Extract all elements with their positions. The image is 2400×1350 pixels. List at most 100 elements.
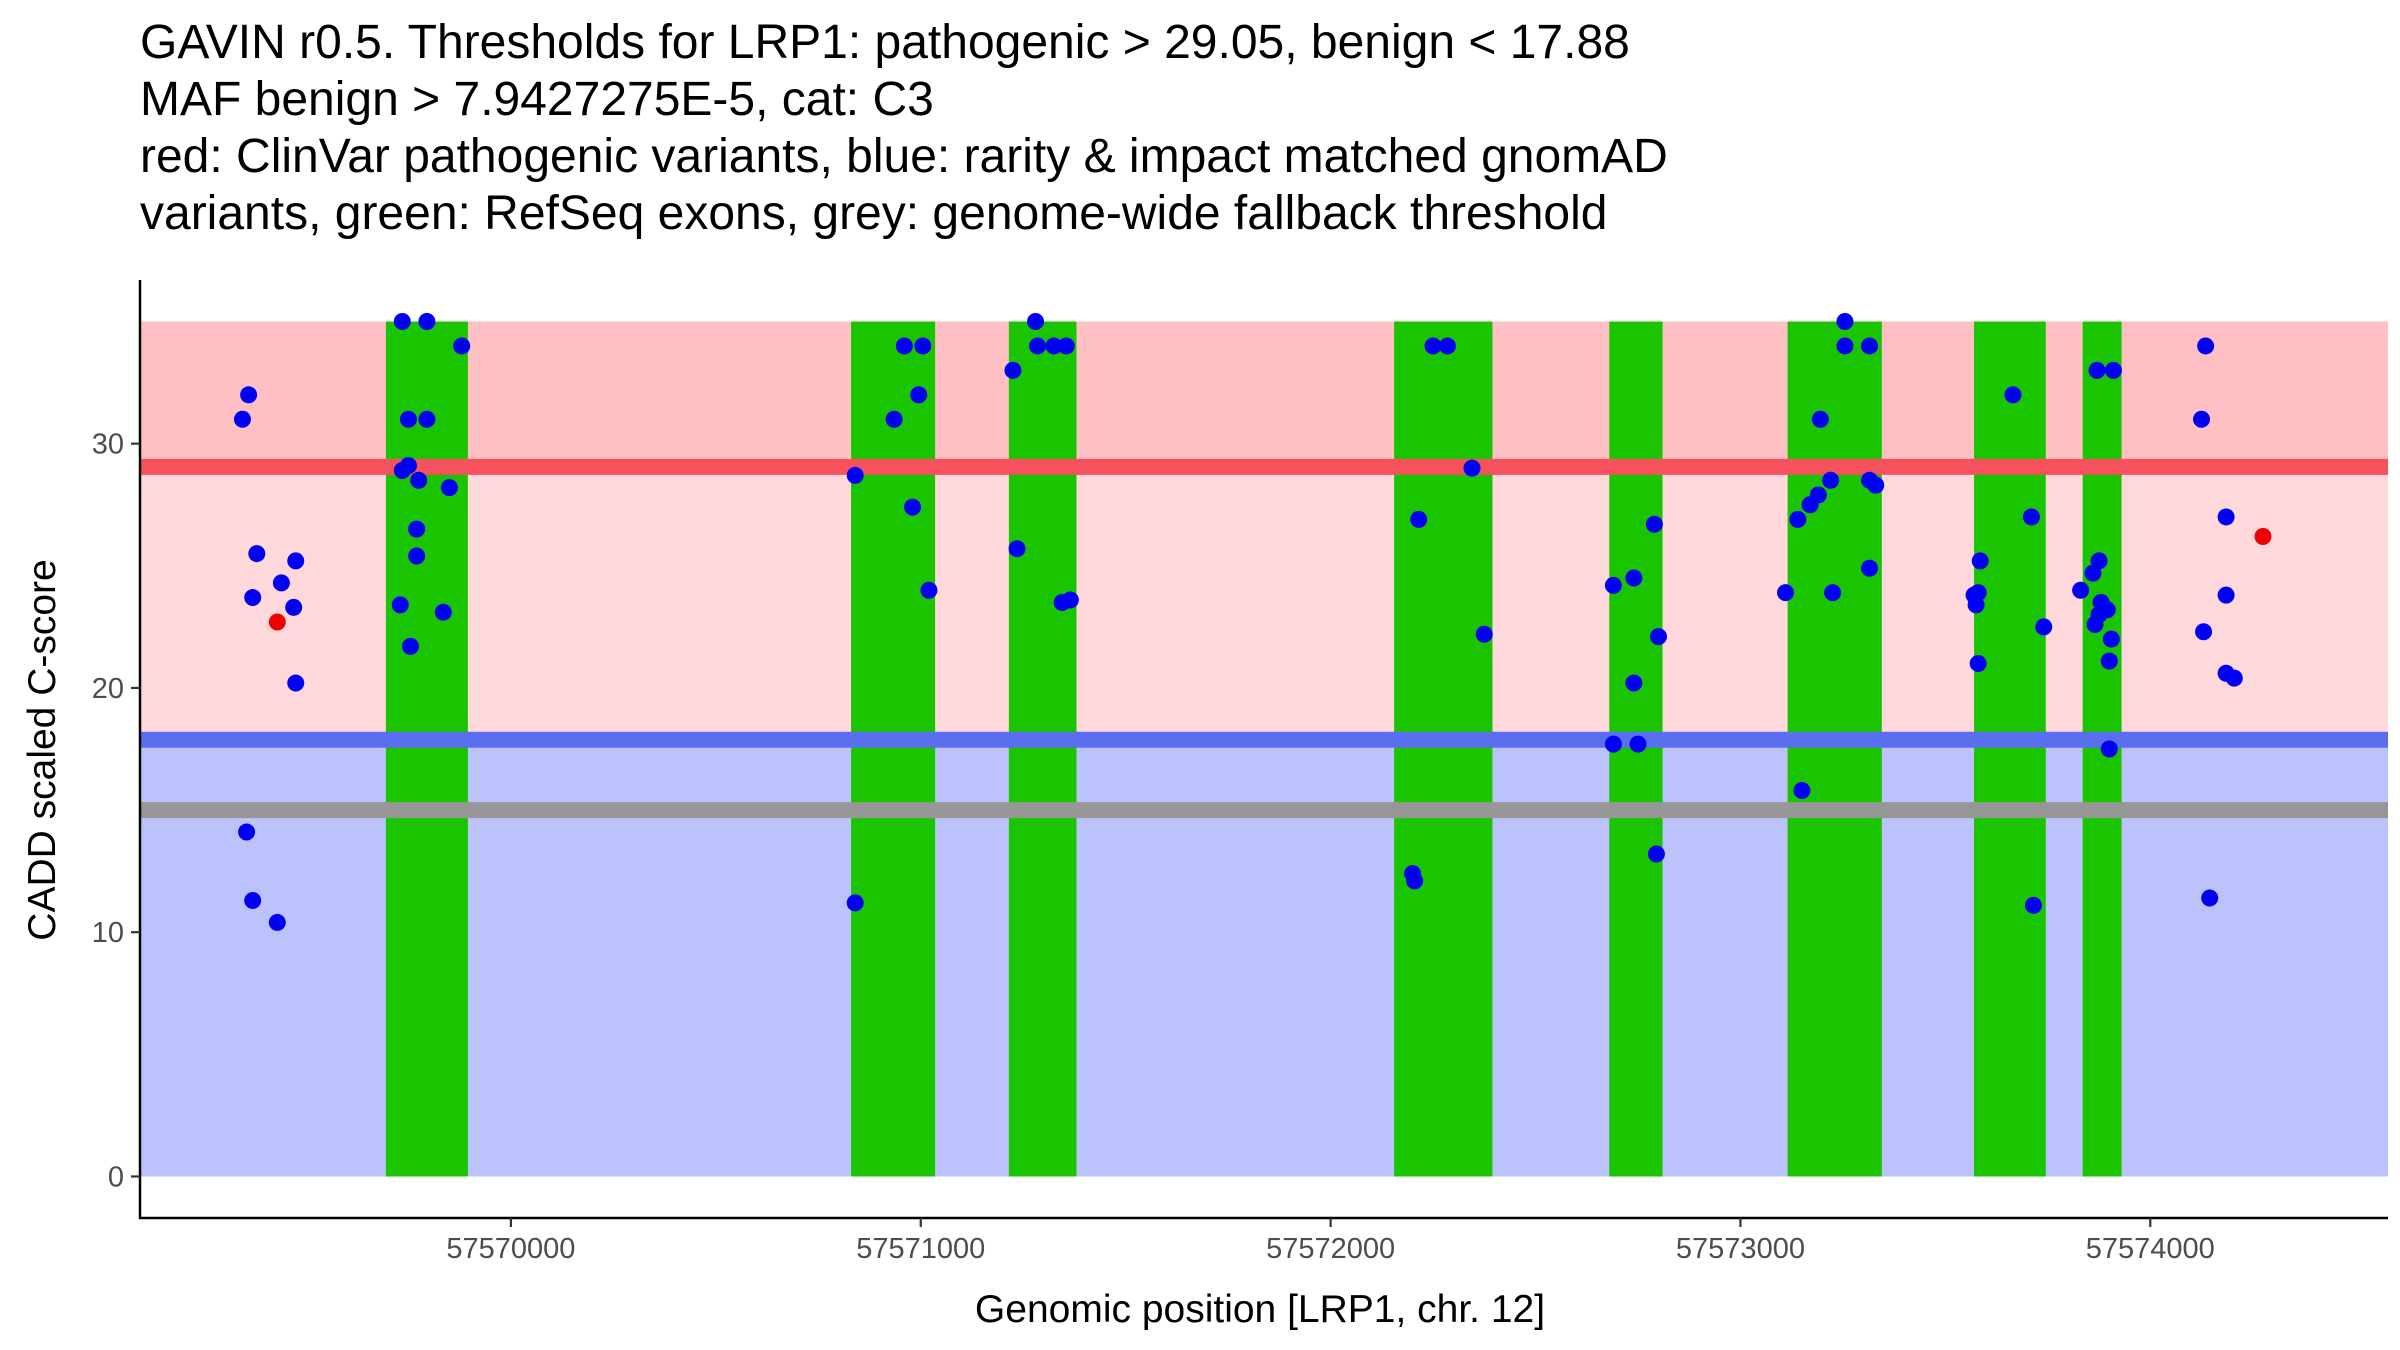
gnomad-variant-point [1645,515,1663,533]
y-tick-label: 10 [92,917,124,949]
variant-points [233,313,2272,931]
gnomad-variant-point [268,913,286,931]
threshold-bands [140,321,2388,1177]
exon-bar [1008,321,1077,1177]
gnomad-variant-point [1793,782,1811,800]
gnomad-variant-point [1969,655,1987,673]
gnomad-variant-point [1604,576,1622,594]
gnomad-variant-point [1967,596,1985,614]
gnomad-variant-point [1647,845,1665,863]
gnomad-variant-point [1822,471,1840,489]
gnomad-variant-point [1789,510,1807,528]
gnomad-variant-point [401,637,419,655]
gnomad-variant-point [2197,337,2215,355]
gnomad-variant-point [1057,337,1075,355]
exon-bar [1394,321,1493,1177]
title-line-4: variants, green: RefSeq exons, grey: gen… [140,187,1608,240]
gnomad-variant-point [1463,459,1481,477]
gnomad-variant-point [2100,740,2118,758]
gnomad-variant-point [233,410,251,428]
y-tick-label: 30 [92,429,124,461]
gnomad-variant-point [1811,410,1829,428]
gnomad-variant-point [1861,337,1879,355]
clinvar-variant-point [2254,527,2272,545]
gnomad-variant-point [399,457,417,475]
gnomad-variant-point [440,479,458,497]
gnomad-variant-point [2102,630,2120,648]
gnomad-variant-point [1045,337,1063,355]
gnomad-variant-point [248,545,266,563]
gnomad-variant-point [1861,559,1879,577]
gnomad-variant-point [391,596,409,614]
gnomad-variant-point [2225,669,2243,687]
intermediate-band [140,466,2388,740]
gnomad-variant-point [1824,584,1842,602]
y-axis-title: CADD scaled C-score [21,559,64,940]
gnomad-variant-point [418,313,436,331]
y-tick-label: 20 [92,673,124,705]
gnomad-variant-point [2217,586,2235,604]
x-axis-title: Genomic position [LRP1, chr. 12] [975,1288,1545,1331]
gnomad-variant-point [434,603,452,621]
gnomad-variant-point [1625,569,1643,587]
gnomad-variant-point [1604,735,1622,753]
gnomad-variant-point [244,589,262,607]
gnomad-variant-point [285,598,303,616]
gnomad-variant-point [410,471,428,489]
gnomad-variant-point [393,313,411,331]
gnomad-variant-point [2004,386,2022,404]
exon-bar [1974,321,2046,1177]
gnomad-variant-point [910,386,928,404]
gnomad-variant-point [1777,584,1795,602]
threshold-lines [140,458,2388,819]
gnomad-variant-point [1971,552,1989,570]
gnomad-variant-point [1836,313,1854,331]
gnomad-variant-point [2024,896,2042,914]
gnomad-variant-point [885,410,903,428]
pathogenic-band [140,321,2388,467]
gnomad-variant-point [1629,735,1647,753]
gnomad-variant-point [2084,564,2102,582]
gnomad-variant-point [2086,615,2104,633]
title-line-2: MAF benign > 7.9427275E-5, cat: C3 [140,73,934,126]
gnomad-variant-point [1004,361,1022,379]
gnomad-variant-point [1836,337,1854,355]
gnomad-variant-point [2201,889,2219,907]
gnomad-variant-point [399,410,417,428]
gnomad-variant-point [2195,623,2213,641]
chart-title: GAVIN r0.5. Thresholds for LRP1: pathoge… [140,14,2380,242]
gnomad-variant-point [895,337,913,355]
gnomad-variant-point [2072,581,2090,599]
gnomad-variant-point [846,894,864,912]
gnomad-variant-point [1027,313,1045,331]
gnomad-variant-point [1649,628,1667,646]
gnomad-variant-point [2193,410,2211,428]
exon-bar [385,321,468,1177]
gnomad-variant-point [240,386,258,404]
gnomad-variant-point [1410,510,1428,528]
gnomad-variant-point [408,547,426,565]
axes: 0 10 20 30 57570000 57571000 57572000 57573000 5… [92,280,2388,1265]
gnomad-variant-point [2104,361,2122,379]
gnomad-variant-point [2022,508,2040,526]
exon-bar [851,321,936,1177]
gnomad-variant-point [1625,674,1643,692]
gnomad-variant-point [1801,496,1819,514]
gnomad-variant-point [1475,625,1493,643]
gnomad-variant-point [287,552,305,570]
gnomad-variant-point [904,498,922,516]
y-tick-label: 0 [108,1161,124,1193]
gnomad-variant-point [418,410,436,428]
gnomad-variant-point [1867,476,1885,494]
gnomad-variant-point [1008,540,1026,558]
title-line-1: GAVIN r0.5. Thresholds for LRP1: pathoge… [140,16,1630,69]
gnomad-variant-point [287,674,305,692]
x-tick-label: 57572000 [1266,1233,1395,1265]
gnomad-variant-point [1424,337,1442,355]
gnomad-variant-point [408,520,426,538]
gnomad-variant-point [2100,652,2118,670]
x-tick-label: 57571000 [856,1233,985,1265]
gnomad-variant-point [238,823,256,841]
gnomad-variant-point [2217,508,2235,526]
